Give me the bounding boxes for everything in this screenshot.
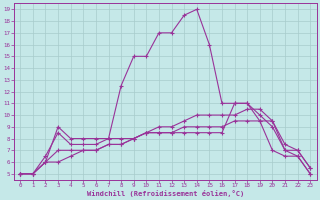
X-axis label: Windchill (Refroidissement éolien,°C): Windchill (Refroidissement éolien,°C)	[87, 190, 244, 197]
